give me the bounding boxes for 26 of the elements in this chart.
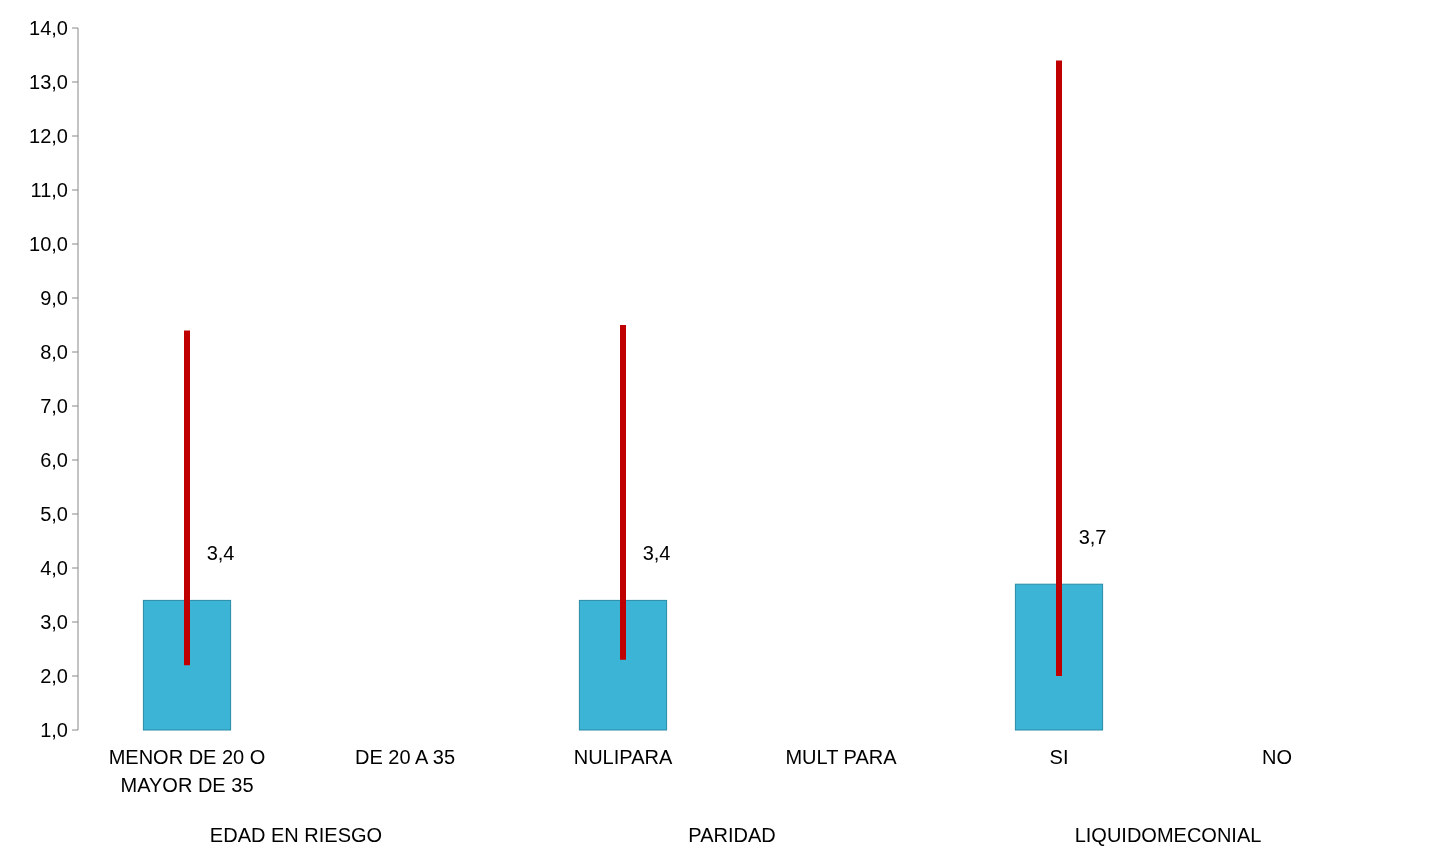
y-tick-label: 2,0 <box>40 665 68 687</box>
data-label: 3,4 <box>206 542 235 565</box>
y-tick-label: 11,0 <box>30 179 68 201</box>
data-label: 3,7 <box>1078 526 1107 549</box>
y-tick-label: 12,0 <box>29 125 68 147</box>
y-tick-label: 14,0 <box>29 17 68 39</box>
y-tick-label: 5,0 <box>40 503 68 525</box>
x-tick-label: MULT PARA <box>785 746 898 768</box>
y-tick-label: 7,0 <box>40 395 68 417</box>
x-tick-label: NO <box>1262 746 1292 768</box>
x-tick-label: SI <box>1049 746 1069 768</box>
y-tick-label: 3,0 <box>40 611 68 633</box>
text: LIQUIDOMECONIAL <box>1074 824 1262 846</box>
text: PARIDAD <box>688 824 776 846</box>
y-tick-label: 1,0 <box>40 719 68 741</box>
x-tick-label: DE 20 A 35 <box>354 746 456 768</box>
y-tick-label: 10,0 <box>29 233 68 255</box>
y-tick-label: 13,0 <box>29 71 68 93</box>
y-tick-label: 6,0 <box>40 449 68 471</box>
x-tick-label: MENOR DE 20 O MAYOR DE 35 <box>108 746 266 796</box>
y-tick-label: 4,0 <box>40 557 68 579</box>
y-tick-label: 9,0 <box>40 287 68 309</box>
x-tick-label: NULIPARA <box>573 746 673 768</box>
text: EDAD EN RIESGO <box>209 824 383 846</box>
data-label: 3,4 <box>642 542 671 565</box>
y-tick-label: 8,0 <box>40 341 68 363</box>
